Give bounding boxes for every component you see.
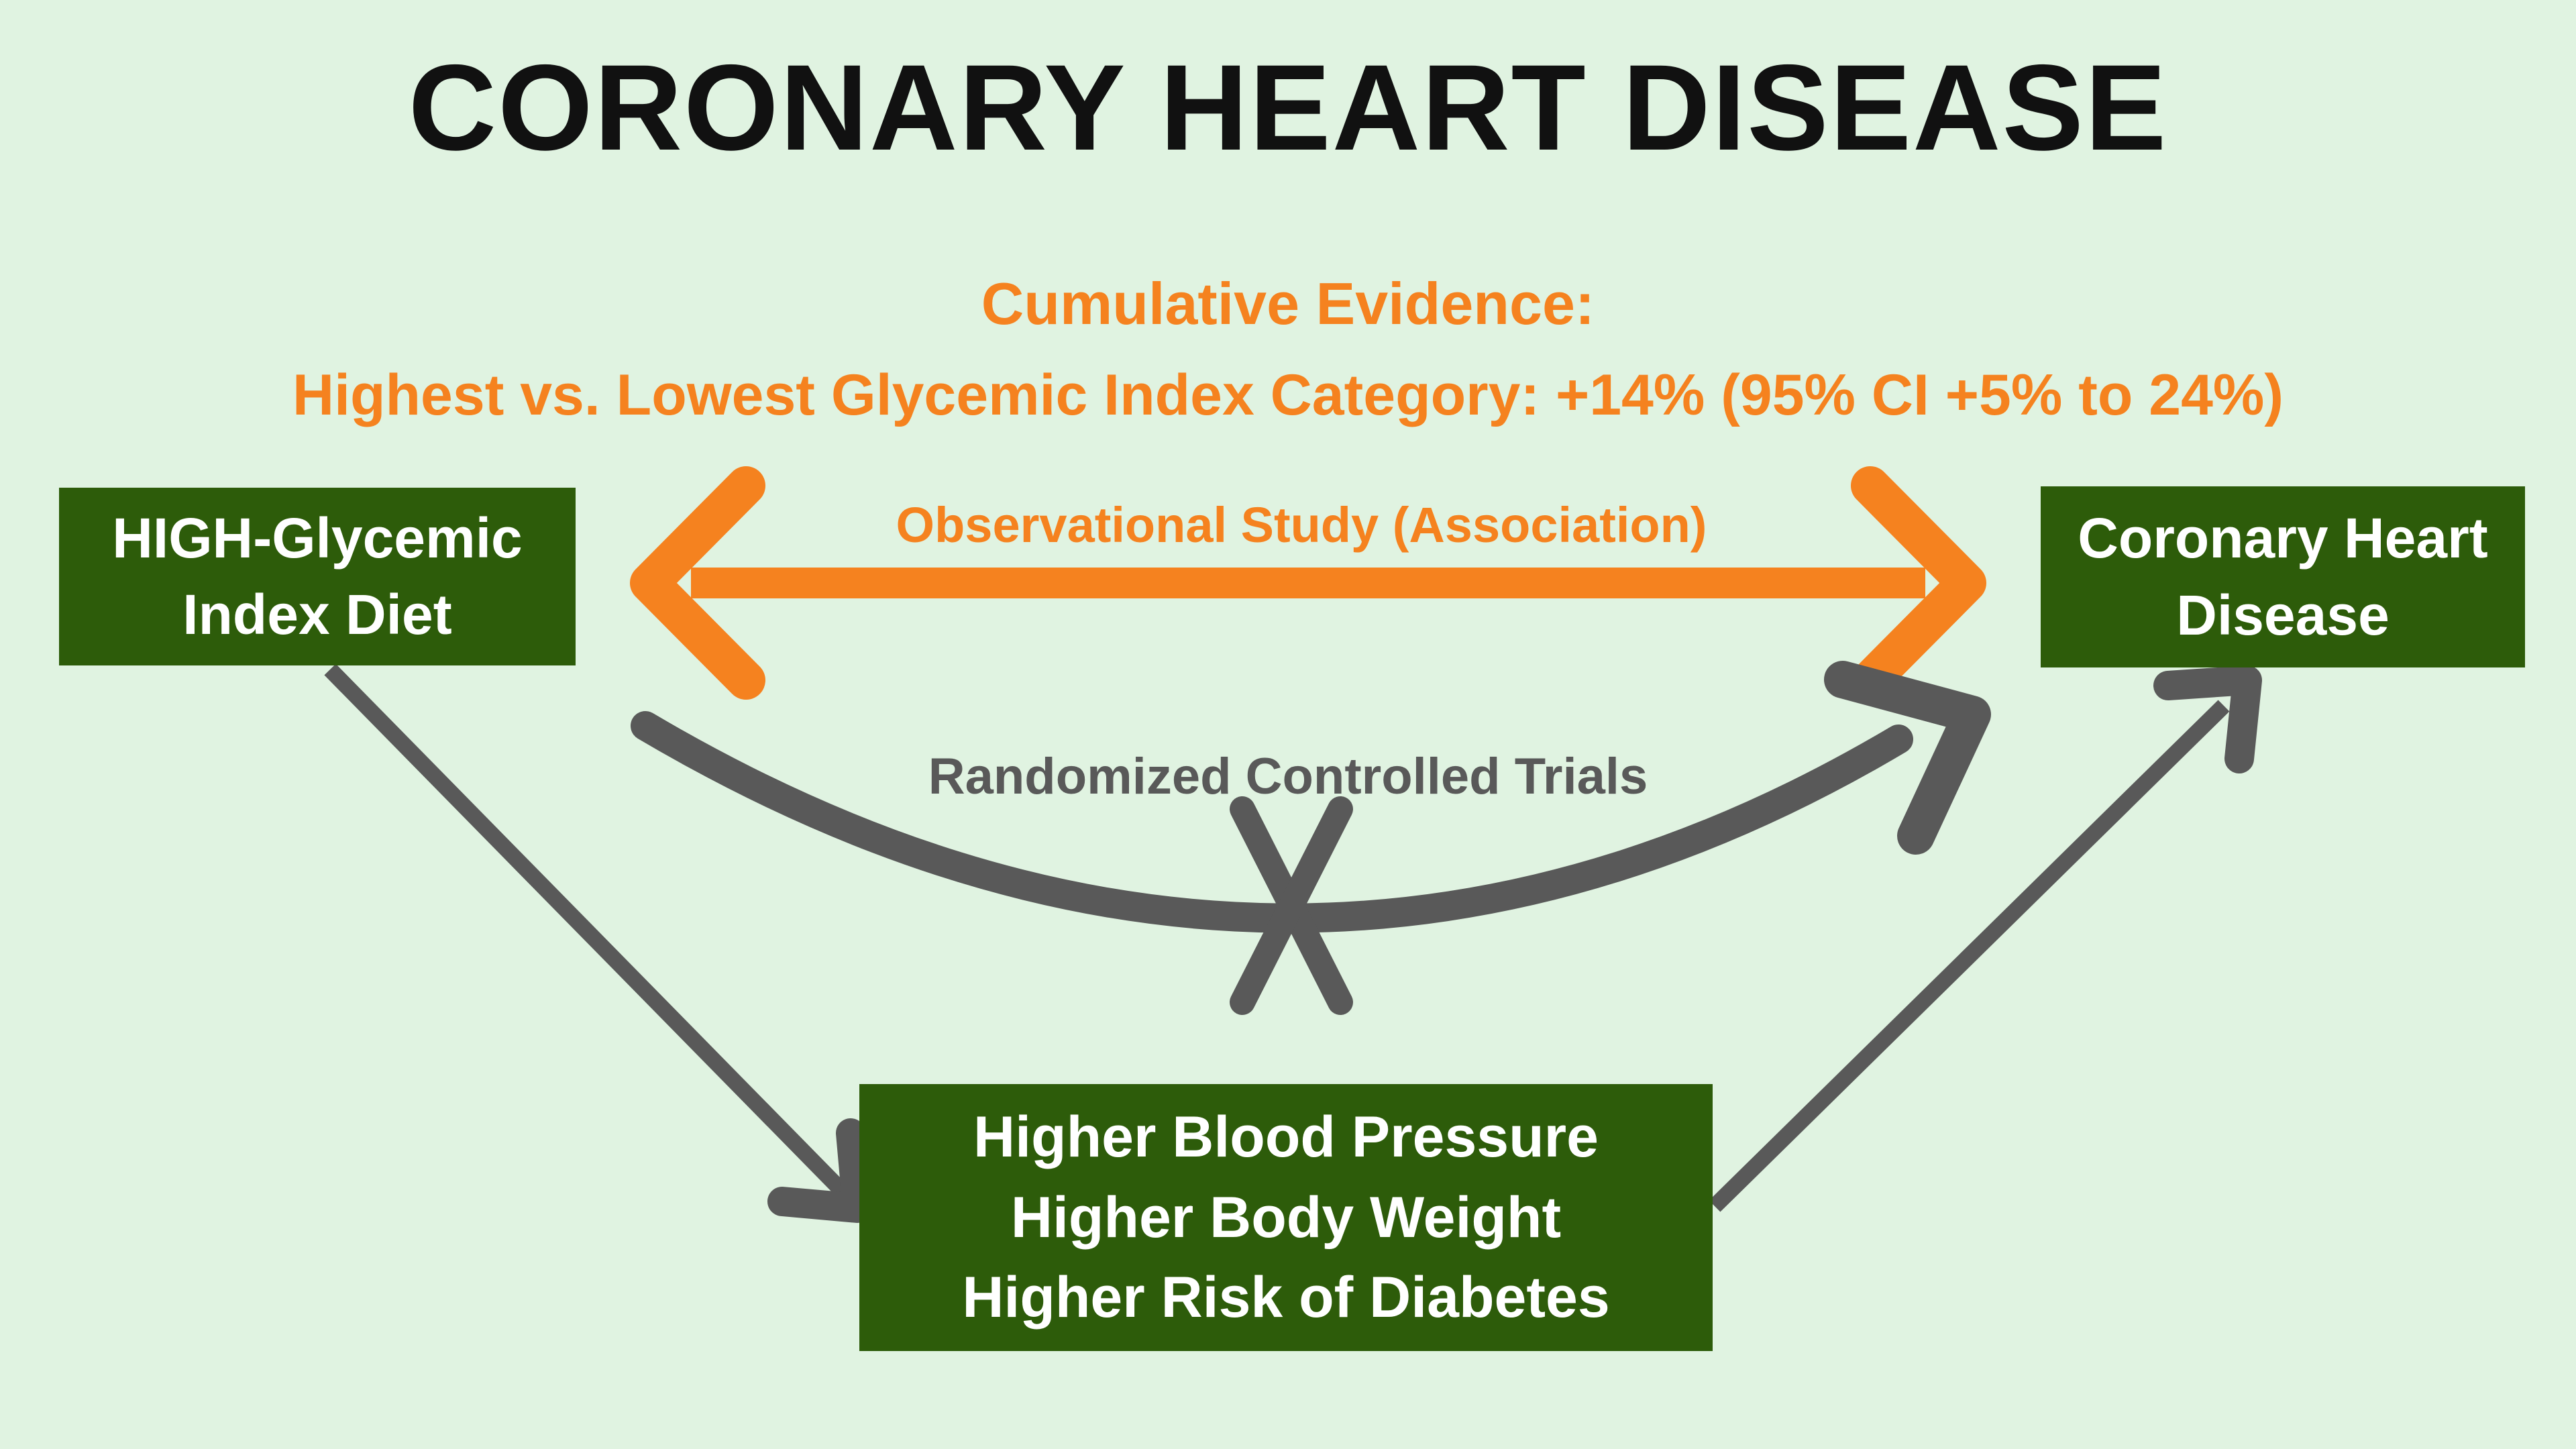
exposure-line-1: HIGH-Glycemic bbox=[112, 506, 523, 570]
exposure-box: HIGH-Glycemic Index Diet bbox=[59, 488, 576, 665]
outcome-line-1: Coronary Heart bbox=[2078, 506, 2488, 570]
exposure-mediator-arrowhead-icon bbox=[767, 1118, 872, 1223]
mediator-outcome-arrowhead-icon bbox=[2153, 665, 2262, 773]
mediators-line-3: Higher Risk of Diabetes bbox=[962, 1265, 1610, 1330]
evidence-detail: Highest vs. Lowest Glycemic Index Catego… bbox=[292, 363, 2284, 427]
mediator-outcome-arrow bbox=[1709, 665, 2262, 1212]
x-stroke-2 bbox=[1230, 796, 1353, 1015]
mediators-line-2: Higher Body Weight bbox=[1010, 1185, 1562, 1250]
outcome-box: Coronary Heart Disease bbox=[2041, 486, 2525, 667]
page-title: CORONARY HEART DISEASE bbox=[408, 39, 2168, 176]
mediators-line-1: Higher Blood Pressure bbox=[973, 1105, 1599, 1170]
orange-arrow-left-head-icon bbox=[630, 466, 765, 700]
x-cross-mark-icon bbox=[1230, 796, 1353, 1015]
outcome-line-2: Disease bbox=[2176, 584, 2390, 647]
exposure-line-2: Index Diet bbox=[182, 583, 452, 646]
evidence-heading: Cumulative Evidence: bbox=[981, 270, 1595, 337]
mediator-outcome-line bbox=[1709, 700, 2230, 1212]
observational-study-label: Observational Study (Association) bbox=[896, 497, 1707, 553]
rct-arrowhead-icon bbox=[1824, 661, 1991, 855]
rct-label: Randomized Controlled Trials bbox=[928, 748, 1648, 805]
orange-arrow-right-head-icon bbox=[1851, 466, 1986, 700]
orange-double-arrow bbox=[630, 466, 1986, 700]
mediators-box: Higher Blood Pressure Higher Body Weight… bbox=[859, 1084, 1713, 1351]
exposure-mediator-line bbox=[324, 663, 849, 1197]
exposure-mediator-arrow bbox=[324, 663, 872, 1223]
